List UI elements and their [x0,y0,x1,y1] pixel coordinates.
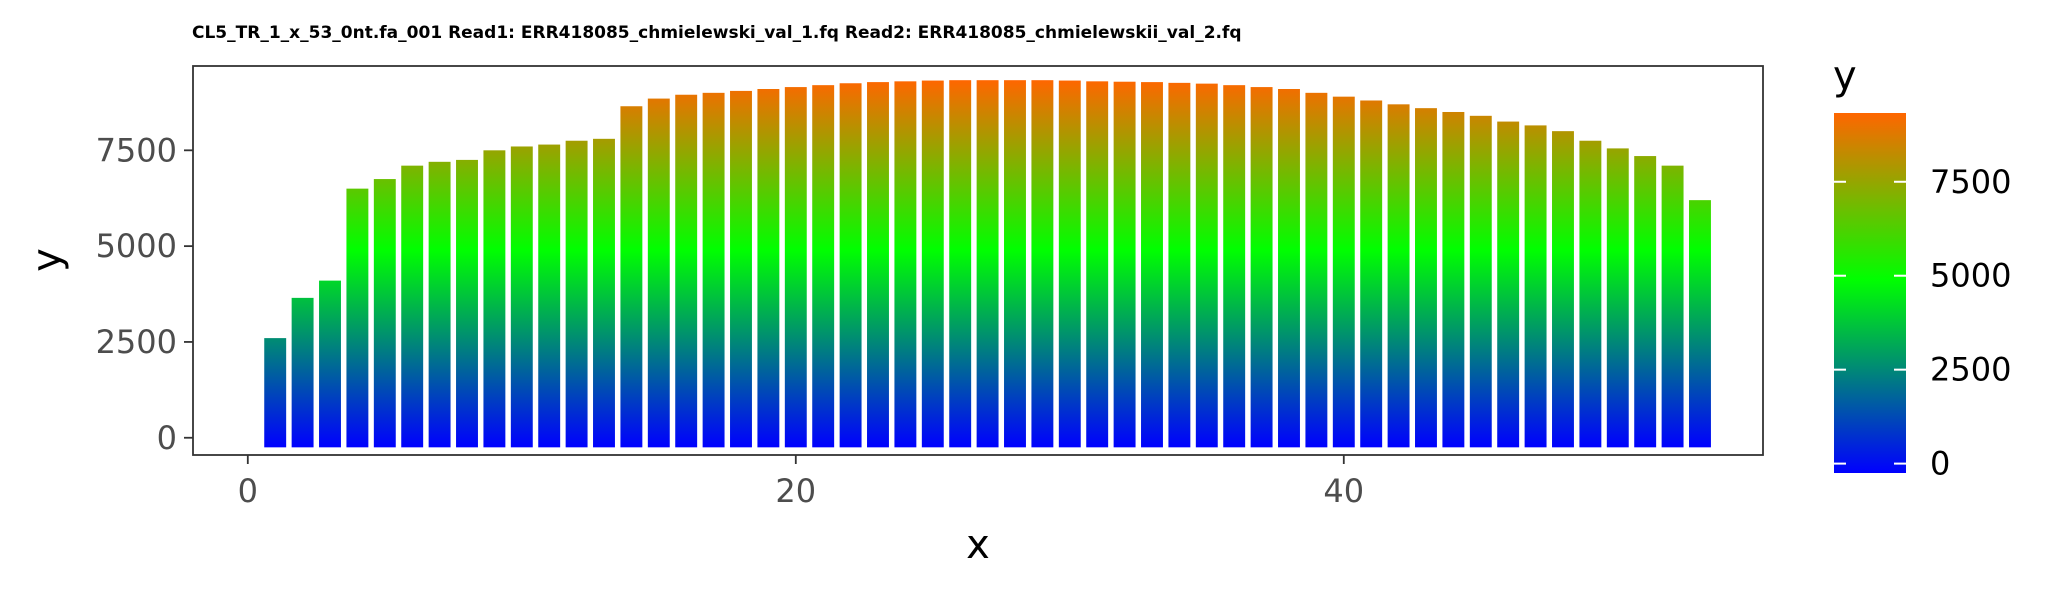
x-axis-title: x [966,522,990,568]
bar-38 [1278,89,1300,448]
bar-39 [1305,92,1328,448]
bar-40 [1332,96,1355,448]
bar-6 [401,165,424,448]
bar-26 [949,80,972,448]
bar-23 [867,82,889,448]
bar-22 [839,83,862,448]
y-tick-label: 5000 [96,227,177,265]
bar-48 [1552,131,1574,448]
bar-44 [1442,111,1465,448]
bar-53 [1689,200,1711,448]
x-axis: 0 20 40 [238,455,1364,510]
bar-50 [1606,148,1629,448]
bar-18 [730,90,752,448]
bar-35 [1195,83,1218,448]
bar-20 [784,87,807,448]
bar-9 [483,150,506,448]
bar-2 [291,297,314,448]
legend-tick-label: 5000 [1930,257,2011,295]
bar-30 [1058,80,1081,448]
color-legend: y 0 2500 5000 7500 [1833,53,2011,483]
plot-panel-border [192,65,1764,456]
legend-tick-label: 2500 [1930,351,2011,389]
bars-group [264,80,1711,448]
bar-8 [456,159,478,448]
y-tick-label: 7500 [96,131,177,169]
bar-1 [264,338,287,448]
y-axis: 0 2500 5000 7500 [96,131,193,457]
bar-5 [373,179,396,448]
bar-28 [1004,80,1026,448]
x-tick-label: 40 [1323,472,1364,510]
bar-36 [1223,85,1246,448]
bar-27 [976,80,999,448]
bar-7 [428,161,451,448]
legend-tick-label: 7500 [1930,163,2011,201]
bar-37 [1250,87,1273,448]
bar-21 [812,85,835,448]
bar-3 [319,280,341,448]
bar-11 [538,144,561,448]
y-axis-title: y [24,248,70,272]
bar-41 [1360,100,1383,448]
bar-25 [921,80,944,448]
bar-33 [1141,82,1163,448]
bar-10 [510,146,533,448]
y-tick-label: 2500 [96,323,177,361]
legend-colorbar [1834,113,1906,473]
bar-51 [1634,156,1657,448]
bar-17 [702,92,725,448]
bar-14 [620,106,643,448]
bar-19 [757,89,780,448]
bar-24 [894,81,917,448]
x-tick-label: 20 [775,472,816,510]
bar-43 [1415,108,1437,448]
bar-49 [1579,140,1602,448]
bar-45 [1469,115,1492,448]
legend-ticks: 0 2500 5000 7500 [1834,163,2011,483]
bar-32 [1113,81,1136,448]
legend-title: y [1833,53,1857,99]
legend-tick-label: 0 [1930,445,1950,483]
bar-12 [565,140,588,448]
bar-42 [1387,104,1410,448]
bar-29 [1031,80,1054,448]
bar-13 [593,138,615,448]
chart-title: CL5_TR_1_x_53_0nt.fa_001 Read1: ERR41808… [192,23,1242,43]
bar-34 [1168,82,1191,448]
bar-52 [1661,165,1684,448]
bar-4 [346,188,369,448]
bar-47 [1524,125,1547,448]
y-tick-label: 0 [157,419,177,457]
x-tick-label: 0 [238,472,258,510]
bar-46 [1497,121,1520,448]
bar-16 [675,94,698,448]
bar-15 [647,98,670,448]
bar-31 [1086,81,1109,448]
